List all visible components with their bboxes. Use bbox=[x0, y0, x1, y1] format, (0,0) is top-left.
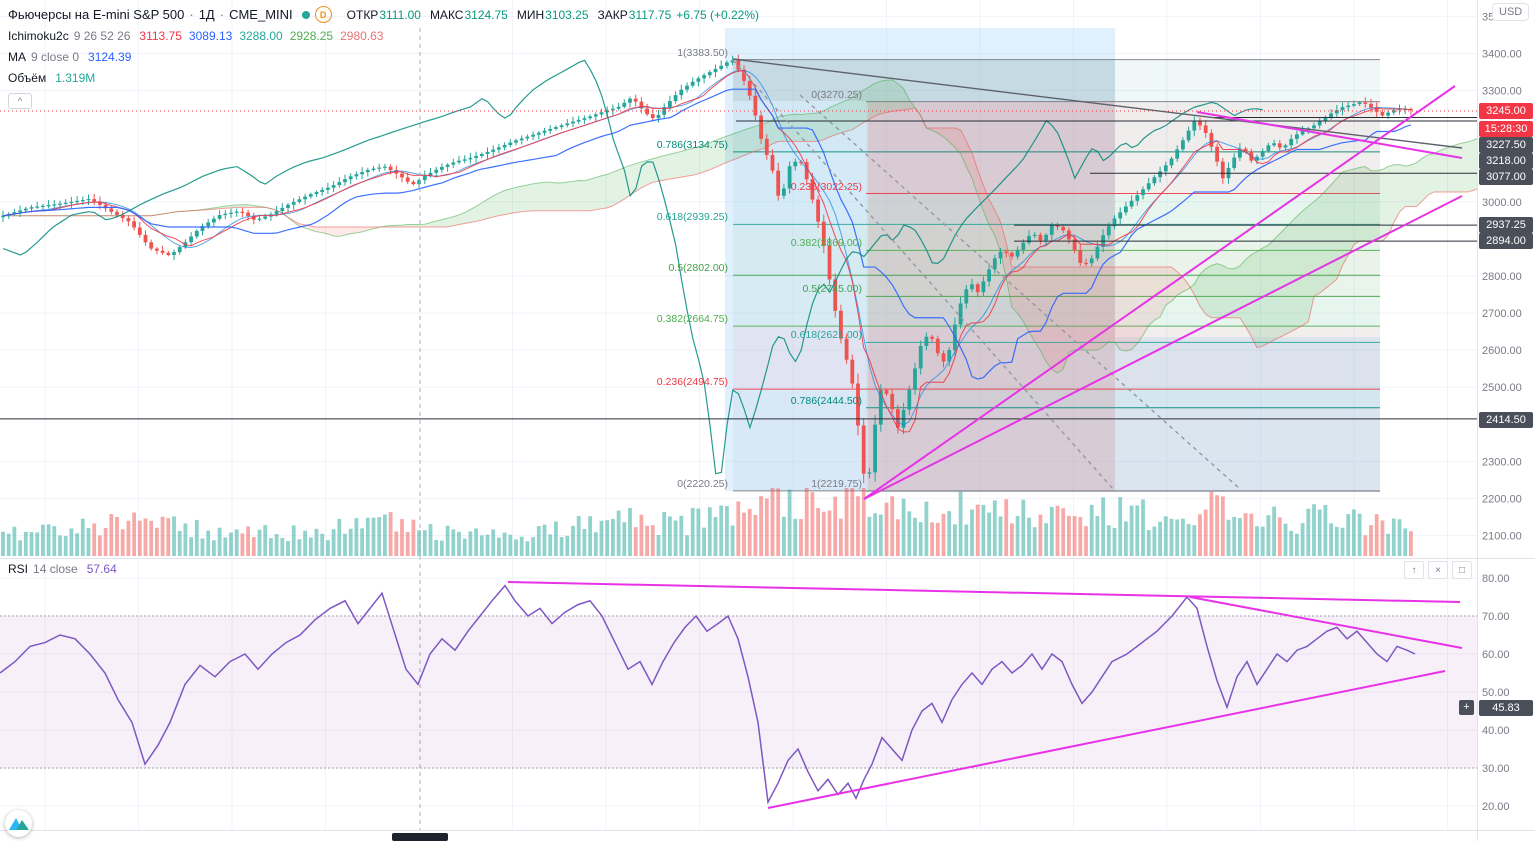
exchange-label[interactable]: CME_MINI bbox=[229, 7, 293, 22]
ichimoku-value: 3288.00 bbox=[239, 28, 283, 43]
price-level-badge: 3077.00 bbox=[1479, 169, 1533, 185]
symbol-row[interactable]: Фьючерсы на E-mini S&P 500 · 1Д · CME_MI… bbox=[8, 4, 759, 25]
rsi-pane-controls: ↑ × □ bbox=[1404, 561, 1472, 579]
legend-rsi[interactable]: RSI 14 close 57.64 bbox=[8, 562, 117, 576]
separator: · bbox=[189, 7, 194, 22]
ohlc-ЗАКР: ЗАКР3117.75 bbox=[597, 7, 672, 22]
ichimoku-value: 3113.75 bbox=[139, 28, 182, 43]
ichimoku-values: 3113.75 3089.13 3288.00 2928.25 2980.63 bbox=[139, 29, 383, 43]
indicator-name[interactable]: MA bbox=[8, 49, 26, 64]
svg-text:2100.00: 2100.00 bbox=[1482, 531, 1522, 543]
indicator-name[interactable]: RSI bbox=[8, 562, 29, 576]
indicator-params: 9 close 0 bbox=[31, 49, 80, 64]
currency-toggle-button[interactable]: USD bbox=[1492, 3, 1530, 21]
svg-text:2600.00: 2600.00 bbox=[1482, 345, 1522, 357]
ohlc-МИН: МИН3103.25 bbox=[516, 7, 589, 22]
rsi-pane[interactable] bbox=[0, 581, 1477, 809]
pane-close-button[interactable]: × bbox=[1428, 561, 1448, 579]
ichimoku-value: 3089.13 bbox=[188, 28, 233, 43]
ichimoku-value: 2980.63 bbox=[340, 28, 384, 43]
symbol-title[interactable]: Фьючерсы на E-mini S&P 500 bbox=[8, 7, 185, 22]
volume-value: 1.319M bbox=[55, 70, 96, 85]
add-alert-plus-button[interactable]: + bbox=[1459, 700, 1474, 715]
change-value: +6.75 (+0.22%) bbox=[676, 7, 760, 22]
candlestick-series bbox=[1, 54, 1413, 484]
svg-text:80.00: 80.00 bbox=[1482, 573, 1510, 585]
legend-collapse-button[interactable]: ^ bbox=[8, 93, 32, 109]
price-level-badge: 2937.25 bbox=[1479, 217, 1533, 233]
indicator-name[interactable]: Объём bbox=[8, 70, 47, 85]
svg-text:2200.00: 2200.00 bbox=[1482, 493, 1522, 505]
ohlc-ОТКР: ОТКР3111.00 bbox=[346, 7, 421, 22]
fib-retracements[interactable] bbox=[733, 59, 1380, 492]
indicator-params: 14 close bbox=[33, 562, 78, 576]
svg-text:60.00: 60.00 bbox=[1482, 649, 1510, 661]
svg-text:20.00: 20.00 bbox=[1482, 801, 1510, 813]
svg-text:2800.00: 2800.00 bbox=[1482, 271, 1522, 283]
separator: · bbox=[219, 7, 225, 22]
ohlc-values: ОТКР3111.00 МАКС3124.75 МИН3103.25 ЗАКР3117… bbox=[347, 8, 672, 22]
drawings[interactable] bbox=[0, 28, 1477, 830]
indicator-row-volume[interactable]: Объём 1.319M bbox=[8, 67, 759, 88]
svg-text:3400.00: 3400.00 bbox=[1482, 48, 1522, 60]
delayed-data-icon[interactable]: D bbox=[314, 6, 332, 23]
rsi-value: 57.64 bbox=[86, 562, 117, 576]
svg-text:70.00: 70.00 bbox=[1482, 611, 1510, 623]
svg-text:40.00: 40.00 bbox=[1482, 725, 1510, 737]
ma-value: 3124.39 bbox=[88, 49, 132, 64]
grid-lines bbox=[0, 0, 1477, 830]
countdown-badge: 15:28:30 bbox=[1479, 121, 1533, 137]
price-level-badge: 2414.50 bbox=[1479, 412, 1533, 428]
price-level-badge: 3227.50 bbox=[1479, 137, 1533, 153]
ohlc-МАКС: МАКС3124.75 bbox=[429, 7, 508, 22]
mountain-logo-icon bbox=[9, 818, 29, 830]
indicator-row-ichimoku[interactable]: Ichimoku2c 9 26 52 26 3113.75 3089.13 3288… bbox=[8, 25, 759, 46]
indicator-name[interactable]: Ichimoku2c bbox=[8, 28, 69, 43]
price-level-badge: 3218.00 bbox=[1479, 153, 1533, 169]
svg-text:30.00: 30.00 bbox=[1482, 763, 1510, 775]
tradingview-logo[interactable] bbox=[5, 810, 32, 837]
indicator-lines bbox=[2, 59, 1412, 475]
indicator-row-ma[interactable]: MA 9 close 0 3124.39 bbox=[8, 46, 759, 67]
svg-text:50.00: 50.00 bbox=[1482, 687, 1510, 699]
svg-text:2500.00: 2500.00 bbox=[1482, 382, 1522, 394]
volume-series bbox=[1, 488, 1413, 556]
interval-label[interactable]: 1Д bbox=[198, 7, 215, 22]
pane-maximize-button[interactable]: □ bbox=[1452, 561, 1472, 579]
rsi-level-badge: 45.83 bbox=[1479, 700, 1533, 716]
pane-move-up-button[interactable]: ↑ bbox=[1404, 561, 1424, 579]
current-price-badge: 3245.00 bbox=[1479, 103, 1533, 119]
svg-text:2300.00: 2300.00 bbox=[1482, 456, 1522, 468]
legend-main: Фьючерсы на E-mini S&P 500 · 1Д · CME_MI… bbox=[8, 4, 759, 109]
time-axis-date-badge bbox=[392, 833, 448, 841]
svg-text:3000.00: 3000.00 bbox=[1482, 197, 1522, 209]
price-level-badge: 2894.00 bbox=[1479, 233, 1533, 249]
realtime-status-icon bbox=[301, 10, 310, 19]
svg-text:2700.00: 2700.00 bbox=[1482, 308, 1522, 320]
indicator-params: 9 26 52 26 bbox=[73, 28, 131, 43]
svg-text:3300.00: 3300.00 bbox=[1482, 86, 1522, 98]
ichimoku-value: 2928.25 bbox=[289, 28, 334, 43]
